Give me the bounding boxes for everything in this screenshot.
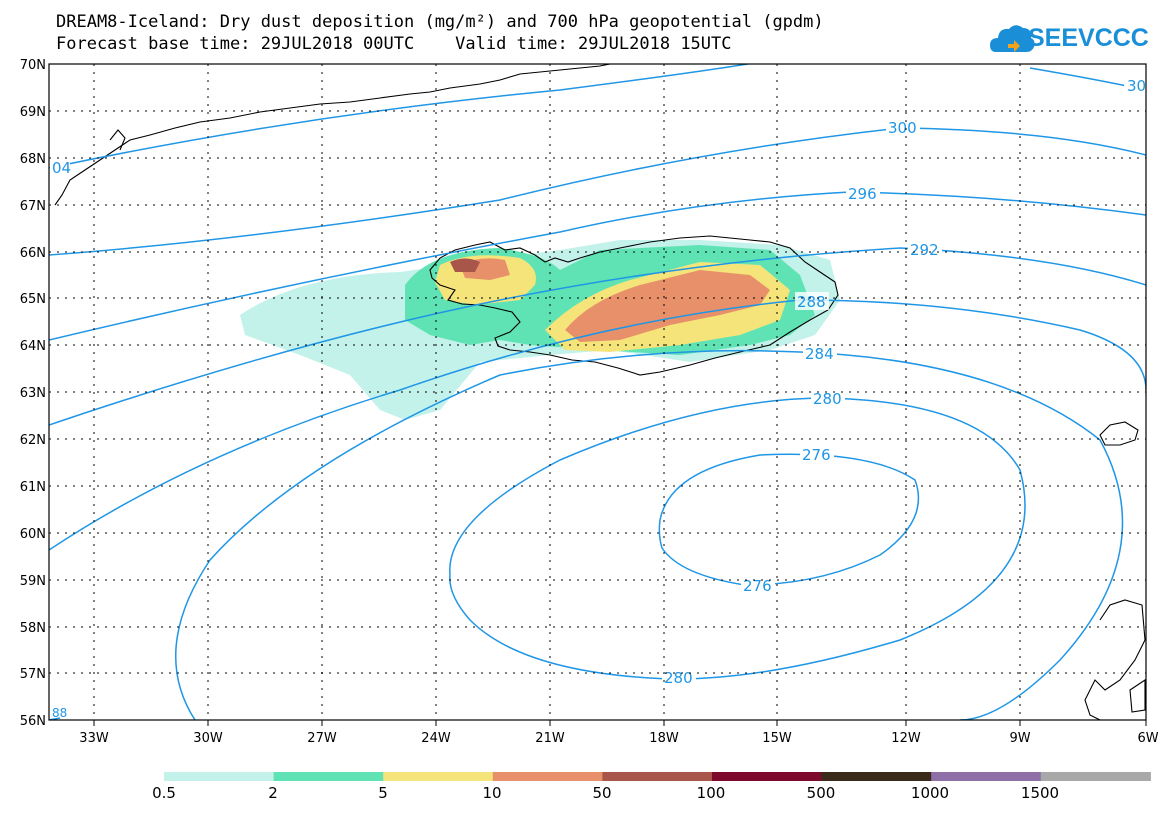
lon-label: 12W bbox=[891, 731, 921, 746]
legend-label: 100 bbox=[696, 784, 726, 802]
contour-label-292: 292 bbox=[910, 241, 939, 259]
lat-label: 70N bbox=[20, 58, 46, 73]
lon-label: 6W bbox=[1137, 731, 1158, 746]
contour-296 bbox=[49, 191, 1146, 341]
contour-label-300: 300 bbox=[888, 119, 917, 137]
cloud-logo-icon bbox=[990, 25, 1035, 52]
coastlines bbox=[54, 64, 1146, 720]
lat-label: 69N bbox=[20, 105, 46, 120]
lat-label: 65N bbox=[20, 292, 46, 307]
geopotential-contours bbox=[49, 64, 1146, 720]
lat-label: 63N bbox=[20, 386, 46, 401]
legend-swatch bbox=[821, 772, 932, 781]
map-frame bbox=[48, 63, 1147, 721]
lon-label: 21W bbox=[535, 731, 565, 746]
contour-label-304: 04 bbox=[52, 159, 71, 177]
lon-label: 24W bbox=[421, 731, 451, 746]
lat-label: 67N bbox=[20, 199, 46, 214]
lon-label: 30W bbox=[193, 731, 223, 746]
lat-label: 56N bbox=[20, 714, 46, 729]
contour-label-288-sw: 88 bbox=[52, 706, 67, 720]
lat-label: 62N bbox=[20, 433, 46, 448]
contour-304 bbox=[49, 64, 753, 169]
contour-label-276-north: 276 bbox=[802, 446, 831, 464]
legend-label: 10 bbox=[482, 784, 502, 802]
legend-label: 50 bbox=[592, 784, 612, 802]
legend-swatch bbox=[273, 772, 384, 781]
lon-label: 18W bbox=[649, 731, 679, 746]
legend-swatch bbox=[602, 772, 713, 781]
contour-300 bbox=[49, 127, 1146, 256]
contour-label-296: 296 bbox=[848, 185, 877, 203]
contour-276 bbox=[658, 453, 920, 586]
logo-text: SEEVCCC bbox=[1028, 24, 1149, 52]
contour-label-280-south: 280 bbox=[664, 669, 693, 687]
lat-label: 57N bbox=[20, 667, 46, 682]
legend-label: 2 bbox=[268, 784, 278, 802]
legend-label: 0.5 bbox=[152, 784, 176, 802]
contour-label-276-south: 276 bbox=[743, 577, 772, 595]
color-legend bbox=[164, 772, 1151, 781]
contour-280 bbox=[449, 397, 1026, 680]
lat-label: 66N bbox=[20, 246, 46, 261]
contour-284 bbox=[174, 349, 1124, 720]
contour-label-280-north: 280 bbox=[813, 390, 842, 408]
lat-label: 64N bbox=[20, 339, 46, 354]
contour-label-288: 288 bbox=[797, 293, 826, 311]
legend-swatch bbox=[492, 772, 603, 781]
lat-label: 59N bbox=[20, 574, 46, 589]
lat-label: 61N bbox=[20, 480, 46, 495]
legend-label: 1000 bbox=[910, 784, 950, 802]
contour-292 bbox=[49, 247, 1146, 426]
map-subtitle: Forecast base time: 29JUL2018 00UTC Vali… bbox=[56, 34, 732, 54]
legend-swatch bbox=[712, 772, 823, 781]
legend-swatch bbox=[383, 772, 494, 781]
lon-label: 15W bbox=[762, 731, 792, 746]
dust-level-10 bbox=[460, 258, 770, 342]
longitude-labels: 33W 30W 27W 24W 21W 18W 15W 12W 9W 6W bbox=[79, 731, 1158, 746]
contour-288 bbox=[49, 299, 1146, 551]
lon-label: 27W bbox=[307, 731, 337, 746]
legend-swatch bbox=[1040, 772, 1151, 781]
contour-labels: 300 04 30 296 292 288 284 280 280 276 27… bbox=[50, 76, 1146, 720]
contour-label-284: 284 bbox=[805, 345, 834, 363]
dust-deposition-field bbox=[240, 240, 840, 420]
gridlines bbox=[49, 64, 1146, 720]
map-title: DREAM8-Iceland: Dry dust deposition (mg/… bbox=[56, 12, 824, 32]
legend-label: 1500 bbox=[1020, 784, 1060, 802]
legend-label: 500 bbox=[806, 784, 836, 802]
contour-label-30x: 30 bbox=[1127, 77, 1146, 95]
legend-swatch bbox=[931, 772, 1042, 781]
legend-swatch bbox=[164, 772, 275, 781]
axis-ticks bbox=[93, 720, 1147, 726]
lon-label: 33W bbox=[79, 731, 109, 746]
legend-label: 5 bbox=[378, 784, 388, 802]
latitude-labels: 70N 69N 68N 67N 66N 65N 64N 63N 62N 61N … bbox=[20, 58, 46, 729]
lat-label: 60N bbox=[20, 527, 46, 542]
lat-label: 68N bbox=[20, 152, 46, 167]
lon-label: 9W bbox=[1009, 731, 1030, 746]
dust-level-50 bbox=[450, 258, 480, 272]
lat-label: 58N bbox=[20, 621, 46, 636]
